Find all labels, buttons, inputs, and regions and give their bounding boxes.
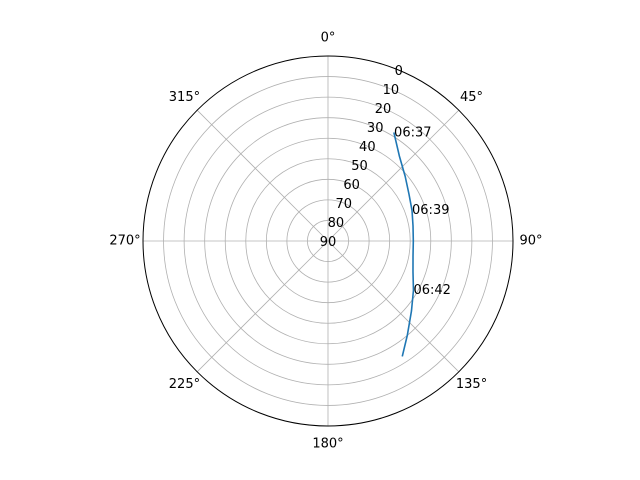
- angle-gridline-135: [327, 240, 460, 373]
- angle-gridline-225: [196, 240, 329, 373]
- angle-tick-label-315: 315°: [169, 90, 200, 105]
- radial-tick-label-10: 10: [383, 83, 400, 98]
- time-label-1: 06:39: [412, 203, 449, 218]
- angle-gridline-315: [196, 109, 329, 242]
- angle-tick-label-180: 180°: [312, 437, 343, 452]
- angle-tick-label-45: 45°: [460, 90, 483, 105]
- radial-tick-label-0: 0: [395, 64, 403, 79]
- time-label-2: 06:42: [413, 283, 450, 298]
- angle-tick-labels: 0° 45° 90° 135° 180° 225° 270° 315°: [109, 31, 542, 452]
- angle-gridline-45: [327, 109, 460, 242]
- time-labels: 06:37 06:39 06:42: [394, 126, 451, 298]
- radial-tick-label-30: 30: [367, 121, 384, 136]
- series-layer: [393, 132, 415, 357]
- angle-tick-label-135: 135°: [456, 377, 487, 392]
- radial-tick-label-80: 80: [328, 216, 345, 231]
- angle-tick-label-270: 270°: [109, 234, 140, 249]
- series-line-0: [393, 132, 415, 357]
- angle-tick-label-90: 90°: [519, 234, 542, 249]
- radial-tick-label-20: 20: [375, 102, 392, 117]
- polar-frame: [142, 55, 514, 427]
- radial-tick-labels: 0 10 20 30 40 50 60 70 80 90: [320, 64, 403, 250]
- radial-tick-label-70: 70: [335, 197, 352, 212]
- radial-tick-label-40: 40: [359, 140, 376, 155]
- radial-tick-label-90: 90: [320, 235, 337, 250]
- time-label-0: 06:37: [394, 126, 431, 141]
- radial-tick-label-60: 60: [343, 178, 360, 193]
- angle-tick-label-0: 0°: [321, 31, 336, 46]
- grid: [143, 56, 513, 426]
- angle-tick-label-225: 225°: [169, 377, 200, 392]
- radial-tick-label-50: 50: [351, 159, 368, 174]
